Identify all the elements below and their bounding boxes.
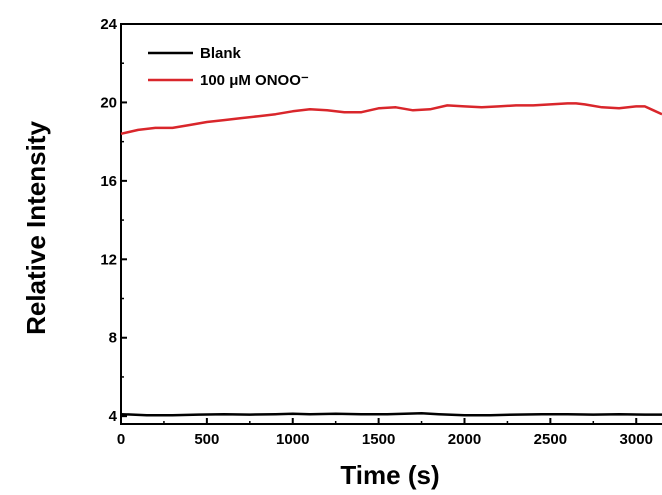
- x-tick-label: 0: [117, 431, 125, 448]
- x-tick-label: 500: [194, 431, 219, 448]
- x-axis-ticks: 0 500 1000 1500 2000 2500 3000: [117, 418, 653, 448]
- series-line-1: [120, 102, 662, 136]
- series-line-0: [120, 411, 662, 417]
- y-tick-label: 24: [100, 16, 117, 33]
- legend-label-1: 100 μM ONOO⁻: [200, 72, 309, 89]
- y-tick-label: 20: [100, 94, 117, 111]
- plot-frame: [120, 23, 662, 425]
- x-axis-title: Time (s): [340, 460, 439, 490]
- legend: Blank 100 μM ONOO⁻: [148, 45, 309, 89]
- series-lines: [120, 102, 662, 417]
- y-axis-ticks: 4 8 12 16 20 24: [100, 16, 127, 425]
- x-tick-label: 2500: [534, 431, 567, 448]
- x-tick-label: 1500: [362, 431, 395, 448]
- plot-border: [120, 23, 662, 425]
- y-axis-title: Relative Intensity: [21, 121, 51, 335]
- x-tick-label: 2000: [448, 431, 481, 448]
- y-tick-label: 12: [100, 251, 117, 268]
- y-tick-label: 8: [109, 330, 117, 347]
- x-tick-label: 3000: [620, 431, 653, 448]
- y-tick-label: 4: [109, 408, 118, 425]
- y-tick-label: 16: [100, 173, 117, 190]
- legend-label-0: Blank: [200, 45, 242, 62]
- x-tick-label: 1000: [276, 431, 309, 448]
